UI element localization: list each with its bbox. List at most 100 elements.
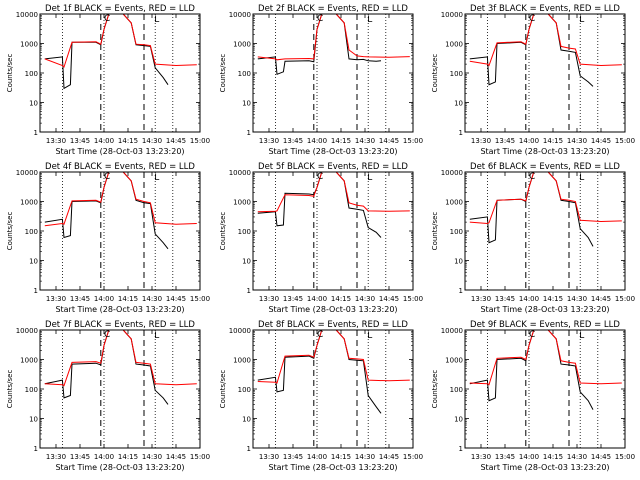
y-tick-label: 100 <box>25 228 38 236</box>
x-tick-label: 13:45 <box>495 137 515 145</box>
detector-panel: Det 7f BLACK = Events, RED = LLD Counts/s… <box>6 320 210 472</box>
y-axis-label: Counts/sec <box>431 54 439 93</box>
y-tick-label: 10 <box>454 100 463 108</box>
x-axis-label: Start Time (28-Oct-03 13:23:20) <box>480 463 609 472</box>
x-tick-label: 14:30 <box>567 137 587 145</box>
x-tick-label: 14:45 <box>379 137 399 145</box>
y-tick-label: 1000 <box>445 41 463 49</box>
y-axis-label: Counts/sec <box>6 212 14 251</box>
y-tick-label: 1000 <box>445 199 463 207</box>
x-tick-label: 14:45 <box>166 295 186 303</box>
annotation-c: C <box>529 330 535 340</box>
y-tick-label: 10 <box>29 258 38 266</box>
y-axis-label: Counts/sec <box>219 370 227 409</box>
detector-panel: Det 8f BLACK = Events, RED = LLD Counts/s… <box>219 320 423 472</box>
x-tick-label: 14:30 <box>142 137 162 145</box>
x-tick-label: 13:30 <box>259 295 279 303</box>
y-tick-label: 1 <box>459 129 463 137</box>
plot-frame <box>464 13 626 133</box>
x-tick-label: 14:15 <box>118 137 138 145</box>
x-tick-label: 14:00 <box>94 137 114 145</box>
detector-panel: Det 9f BLACK = Events, RED = LLD Counts/s… <box>431 320 635 472</box>
y-tick-label: 10 <box>242 100 251 108</box>
y-tick-label: 10 <box>242 416 251 424</box>
x-tick-label: 13:45 <box>495 453 515 461</box>
annotation-l: L <box>579 331 584 341</box>
x-tick-label: 14:30 <box>567 453 587 461</box>
y-tick-label: 1000 <box>233 41 251 49</box>
annotation-l: L <box>154 331 159 341</box>
x-tick-label: 13:45 <box>495 295 515 303</box>
x-tick-label: 14:30 <box>355 453 375 461</box>
plot-frame <box>464 329 626 449</box>
panel-title: Det 7f BLACK = Events, RED = LLD <box>45 320 195 330</box>
y-tick-label: 1000 <box>20 41 38 49</box>
panel-title: Det 1f BLACK = Events, RED = LLD <box>45 4 195 14</box>
y-tick-label: 10000 <box>441 11 463 19</box>
annotation-c: C <box>104 172 110 182</box>
panel-title: Det 9f BLACK = Events, RED = LLD <box>470 320 620 330</box>
x-tick-label: 14:45 <box>166 453 186 461</box>
x-axis-label: Start Time (28-Oct-03 13:23:20) <box>268 305 397 314</box>
y-tick-label: 1 <box>247 445 251 453</box>
y-axis-label: Counts/sec <box>431 212 439 251</box>
x-tick-label: 14:30 <box>142 453 162 461</box>
x-tick-label: 14:00 <box>519 137 539 145</box>
plot-frame <box>252 329 414 449</box>
lld-series-line <box>257 330 410 384</box>
y-tick-label: 1000 <box>20 357 38 365</box>
x-tick-label: 14:00 <box>519 453 539 461</box>
y-tick-label: 1 <box>247 287 251 295</box>
y-tick-label: 1 <box>247 129 251 137</box>
annotation-l: L <box>367 15 372 25</box>
x-tick-label: 14:00 <box>94 295 114 303</box>
detector-panel: Det 1f BLACK = Events, RED = LLD Counts/s… <box>6 4 210 156</box>
lld-series-line <box>469 172 622 225</box>
y-tick-label: 10 <box>242 258 251 266</box>
x-tick-label: 14:30 <box>355 295 375 303</box>
y-tick-label: 10 <box>454 258 463 266</box>
annotation-l: L <box>367 331 372 341</box>
x-tick-label: 14:15 <box>543 453 563 461</box>
y-tick-label: 100 <box>238 386 251 394</box>
annotation-l: L <box>367 173 372 183</box>
x-tick-label: 15:00 <box>403 295 423 303</box>
x-axis-label: Start Time (28-Oct-03 13:23:20) <box>55 463 184 472</box>
y-tick-label: 10000 <box>16 327 38 335</box>
y-axis-label: Counts/sec <box>6 370 14 409</box>
lld-series-line <box>44 172 197 227</box>
x-tick-label: 14:45 <box>591 137 611 145</box>
x-axis-label: Start Time (28-Oct-03 13:23:20) <box>480 147 609 156</box>
lld-series-line <box>257 14 410 61</box>
y-tick-label: 100 <box>238 70 251 78</box>
plot-frame <box>252 171 414 291</box>
y-tick-label: 100 <box>450 386 463 394</box>
annotation-c: C <box>529 14 535 24</box>
plot-frame <box>39 329 201 449</box>
x-tick-label: 14:00 <box>307 453 327 461</box>
x-axis-label: Start Time (28-Oct-03 13:23:20) <box>480 305 609 314</box>
panel-title: Det 5f BLACK = Events, RED = LLD <box>258 162 408 172</box>
x-tick-label: 13:45 <box>70 137 90 145</box>
x-tick-label: 14:45 <box>379 453 399 461</box>
x-tick-label: 15:00 <box>190 137 210 145</box>
y-tick-label: 100 <box>450 70 463 78</box>
lld-series-line <box>44 14 197 68</box>
panel-title: Det 6f BLACK = Events, RED = LLD <box>470 162 620 172</box>
y-tick-label: 10000 <box>229 327 251 335</box>
x-tick-label: 15:00 <box>403 453 423 461</box>
x-axis-label: Start Time (28-Oct-03 13:23:20) <box>268 147 397 156</box>
annotation-c: C <box>529 172 535 182</box>
y-tick-label: 1000 <box>233 357 251 365</box>
annotation-c: C <box>317 330 323 340</box>
detector-panel: Det 3f BLACK = Events, RED = LLD Counts/s… <box>431 4 635 156</box>
x-tick-label: 13:45 <box>283 137 303 145</box>
x-tick-label: 14:15 <box>118 295 138 303</box>
plot-frame <box>252 13 414 133</box>
x-tick-label: 15:00 <box>190 453 210 461</box>
x-tick-label: 14:00 <box>307 137 327 145</box>
annotation-c: C <box>317 172 323 182</box>
x-tick-label: 14:15 <box>331 295 351 303</box>
